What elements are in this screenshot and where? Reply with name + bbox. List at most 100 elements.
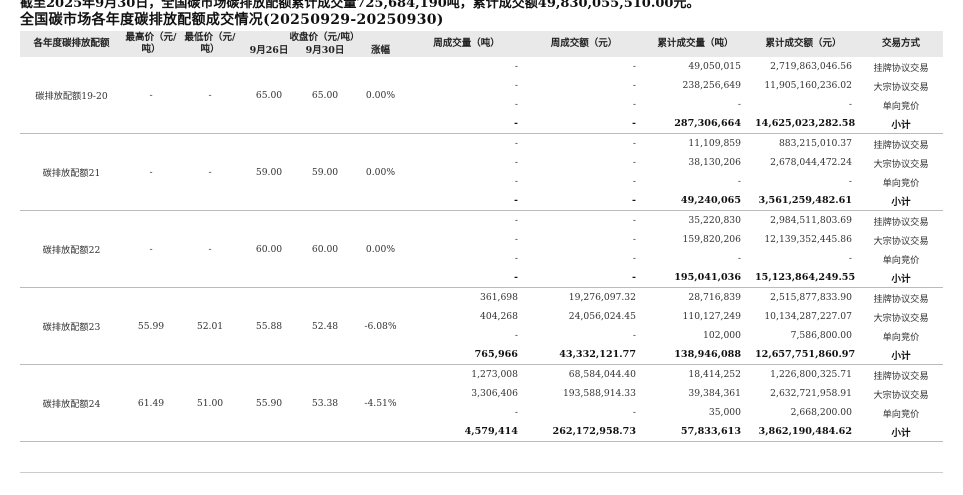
week-volume-cell: -	[514, 176, 518, 187]
header-max-price: 最高价（元/吨）	[123, 31, 179, 57]
table-row: 碳排放配额19-20- -65.00 65.00 0.00% - -49,050,015 2…	[20, 57, 943, 134]
allowance-year-name: 碳排放配额24	[20, 364, 123, 442]
header-close-d1: 9月26日	[241, 45, 297, 57]
allowance-year-name: 碳排放配额21	[20, 133, 123, 211]
week-volume-cell: 3,306,406	[471, 388, 518, 399]
header-close-group: 收盘价（元/吨）	[241, 31, 408, 45]
min-price-cell: 52.01	[179, 287, 241, 365]
week-amount-cell: -	[525, 191, 643, 211]
cum-amount-cell: 2,632,721,958.91	[770, 388, 852, 399]
week-volume-cell: -	[514, 157, 518, 168]
min-price-cell: 51.00	[179, 364, 241, 442]
table-row: - - 238,256,649 11,905,160,236.02 大宗协议交易	[20, 76, 943, 95]
cum-amount-cell: -	[848, 176, 852, 187]
method-cell: 大宗协议交易	[873, 389, 929, 401]
cum-volume-cell: 35,220,830	[688, 215, 741, 226]
change-cell: -4.51%	[353, 364, 408, 442]
week-amount-cell: -	[632, 253, 636, 264]
change-cell: 0.00%	[353, 133, 408, 211]
clipped-summary-line: 截至2025年9月30日，全国碳市场碳排放配额累计成交量725,684,190吨…	[20, 0, 700, 11]
header-week-amount: 周成交额（元）	[525, 31, 643, 57]
cum-amount-cell: -	[848, 253, 852, 264]
method-cell: 挂牌协议交易	[873, 370, 929, 382]
cum-amount-cell: 2,984,511,803.69	[770, 215, 852, 226]
method-cell: 小计	[859, 268, 943, 288]
cum-amount-cell: 14,625,023,282.58	[748, 114, 859, 134]
week-amount-cell: 19,276,097.32	[568, 292, 636, 303]
min-price-cell: -	[179, 57, 241, 134]
close-d2-cell: 65.00	[297, 57, 353, 134]
method-cell: 大宗协议交易	[873, 81, 929, 93]
week-volume-cell: -	[408, 191, 525, 211]
week-amount-cell: -	[632, 330, 636, 341]
close-d1-cell: 55.88	[241, 287, 297, 365]
cum-amount-cell: 883,215,010.37	[778, 138, 852, 149]
cum-volume-cell: 110,127,249	[682, 311, 741, 322]
header-week-volume: 周成交量（吨）	[408, 31, 525, 57]
week-amount-cell: -	[632, 215, 636, 226]
cum-volume-cell: 28,716,839	[688, 292, 741, 303]
page-title: 全国碳市场各年度碳排放配额成交情况(20250929-20250930)	[20, 12, 444, 28]
cum-amount-cell: 3,862,190,484.62	[748, 422, 859, 442]
week-volume-cell: 765,966	[408, 345, 525, 365]
week-amount-cell: -	[632, 157, 636, 168]
week-amount-cell: -	[632, 61, 636, 72]
cum-amount-cell: 2,719,863,046.56	[770, 61, 852, 72]
cum-amount-cell: -	[848, 99, 852, 110]
week-amount-cell: -	[632, 138, 636, 149]
week-volume-cell: 1,273,008	[471, 369, 518, 380]
week-amount-cell: -	[632, 99, 636, 110]
week-volume-cell: -	[514, 253, 518, 264]
cum-volume-cell: 159,820,206	[682, 234, 741, 245]
cum-amount-cell: 2,678,044,472.24	[770, 157, 852, 168]
week-amount-cell: 43,332,121.77	[525, 345, 643, 365]
cum-amount-cell: 1,226,800,325.71	[770, 369, 852, 380]
cum-volume-cell: 35,000	[708, 407, 741, 418]
week-volume-cell: -	[514, 99, 518, 110]
subtotal-row: 4,579,414 262,172,958.73 57,833,613 3,862,1…	[20, 422, 943, 442]
week-volume-cell: -	[408, 114, 525, 134]
change-cell: 0.00%	[353, 210, 408, 288]
method-cell: 挂牌协议交易	[873, 293, 929, 305]
close-d1-cell: 55.90	[241, 364, 297, 442]
method-cell: 单向竞价	[882, 331, 920, 343]
cum-amount-cell: 12,657,751,860.97	[748, 345, 859, 365]
week-amount-cell: -	[632, 176, 636, 187]
cum-volume-cell: 138,946,088	[643, 345, 748, 365]
cum-volume-cell: 102,000	[703, 330, 741, 341]
week-volume-cell: -	[514, 61, 518, 72]
close-d2-cell: 53.38	[297, 364, 353, 442]
min-price-cell: -	[179, 210, 241, 288]
week-volume-cell: -	[514, 215, 518, 226]
cum-amount-cell: 12,139,352,445.86	[764, 234, 852, 245]
table-bottom-rule	[20, 472, 943, 473]
close-d2-cell: 60.00	[297, 210, 353, 288]
header-year: 各年度碳排放配额	[20, 31, 123, 57]
cum-amount-cell: 3,561,259,482.61	[748, 191, 859, 211]
header-cum-amount: 累计成交额（元）	[748, 31, 859, 57]
min-price-cell: -	[179, 133, 241, 211]
close-d2-cell: 59.00	[297, 133, 353, 211]
table-row: 碳排放配额21- -59.00 59.00 0.00% - -11,109,859 883,…	[20, 133, 943, 211]
method-cell: 单向竞价	[882, 408, 920, 420]
table-row: - - 38,130,206 2,678,044,472.24 大宗协议交易	[20, 153, 943, 172]
cum-amount-cell: 10,134,287,227.07	[764, 311, 852, 322]
cum-volume-cell: 238,256,649	[682, 80, 741, 91]
method-cell: 挂牌协议交易	[873, 62, 929, 74]
week-amount-cell: -	[632, 234, 636, 245]
cum-volume-cell: -	[737, 176, 741, 187]
method-cell: 单向竞价	[882, 100, 920, 112]
cum-volume-cell: 287,306,664	[643, 114, 748, 134]
allowance-year-name: 碳排放配额19-20	[20, 57, 123, 134]
method-cell: 单向竞价	[882, 254, 920, 266]
method-cell: 小计	[859, 345, 943, 365]
subtotal-row: 765,966 43,332,121.77 138,946,088 12,657,75…	[20, 345, 943, 365]
max-price-cell: 61.49	[123, 364, 179, 442]
subtotal-row: - -287,306,664 14,625,023,282.58 小计	[20, 114, 943, 134]
max-price-cell: -	[123, 57, 179, 134]
week-volume-cell: 361,698	[480, 292, 518, 303]
week-amount-cell: -	[632, 407, 636, 418]
week-volume-cell: -	[408, 268, 525, 288]
header-change: 涨幅	[353, 45, 408, 57]
table-row: - - - - 单向竞价	[20, 172, 943, 191]
